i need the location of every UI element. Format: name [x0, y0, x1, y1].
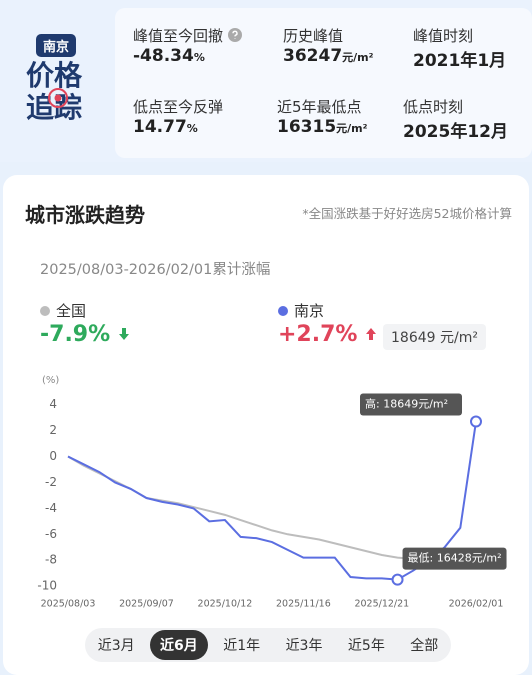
target-icon [48, 88, 68, 108]
summary-panel: 南京 价格 追踪 峰值至今回撤 -48.34% 历史峰值 36247元/m² 峰值… [0, 0, 532, 162]
card-title: 城市涨跌趋势 [25, 203, 145, 227]
logo-line: 价格 [26, 59, 83, 92]
stat: 近5年最低点 16315元/m² [277, 96, 367, 137]
price-unit: 元/m² [440, 330, 478, 346]
x-tick-label: 2025/11/16 [276, 599, 331, 610]
tab[interactable]: 近6月 [150, 630, 208, 660]
stat-value: 14.77% [133, 117, 223, 137]
down-arrow [118, 328, 129, 340]
stat: 峰值时刻 2021年1月 [413, 25, 506, 71]
tab[interactable]: 近3年 [285, 638, 323, 654]
stat: 低点至今反弹 14.77% [133, 96, 223, 137]
x-tick-label: 2025/12/21 [354, 599, 409, 610]
tab[interactable]: 近5年 [347, 638, 385, 654]
stat-number: 16315 [277, 117, 337, 137]
legend-change: +2.7% [278, 322, 377, 347]
price-box: 18649 元/m² [383, 324, 486, 350]
annotation-text: 高: 18649元/m² [365, 397, 448, 411]
tab-bar: 近3月 近6月 近1年 近3年 近5年 全部 [85, 628, 451, 662]
legend-item: 全国 [40, 300, 86, 321]
y-tick-label: -6 [45, 527, 57, 541]
annotation-text: 最低: 16428元/m² [408, 552, 502, 565]
stat-value: 16315元/m² [277, 117, 367, 137]
stat: 峰值至今回撤 -48.34% [133, 25, 242, 66]
x-tick-label: 2025/10/12 [198, 599, 253, 610]
card-note: *全国涨跌基于好好选房52城价格计算 [302, 206, 512, 221]
point-marker [470, 415, 482, 428]
series-line [67, 455, 476, 560]
stat-unit: 元/m² [342, 51, 374, 64]
stat-unit: 元/m² [336, 122, 368, 135]
stat-label: 峰值时刻 [413, 27, 474, 45]
trend-card [3, 175, 529, 675]
tab[interactable]: 近3月 [97, 638, 135, 654]
x-tick-label: 2025/08/03 [41, 599, 96, 610]
annotation: 最低: 16428元/m² [402, 547, 507, 570]
y-axis-label: (%) [42, 375, 59, 386]
up-arrow [366, 328, 377, 340]
stat-number: 14.77 [133, 117, 187, 137]
stat-label: 历史峰值 [283, 27, 344, 45]
y-tick-label: -10 [37, 579, 57, 593]
logo-line: 追踪 [26, 91, 83, 124]
stat-value: 2025年12月 [403, 122, 508, 142]
price: 18649 [391, 330, 436, 346]
annotation: 高: 18649元/m² [360, 393, 462, 416]
stat-label: 近5年最低点 [277, 98, 362, 116]
annotation-box [402, 547, 507, 570]
annotation-box [360, 393, 462, 416]
city-badge: 南京 [36, 34, 77, 57]
logo-title: 价格 追踪 [26, 60, 82, 124]
period: 2025/08/03-2026/02/01累计涨幅 [40, 262, 271, 278]
y-tick-label: -8 [45, 553, 57, 567]
y-tick-label: 4 [49, 397, 57, 411]
legend-name: 南京 [294, 302, 325, 320]
tab[interactable]: 全部 [410, 638, 439, 654]
legend-dot [40, 306, 50, 316]
y-tick-label: 2 [49, 423, 57, 437]
series-line [67, 421, 477, 581]
legend-change: -7.9% [40, 322, 130, 347]
stat-label: 低点时刻 [403, 98, 464, 116]
y-tick-label: -4 [45, 501, 57, 515]
change-text: -7.9% [40, 322, 111, 347]
stat: 历史峰值 36247元/m² [283, 25, 373, 66]
stat-unit: % [193, 51, 205, 64]
stat-number: -48.34 [133, 46, 194, 66]
x-tick-label: 2026/02/01 [449, 599, 504, 610]
y-tick-label: -2 [45, 475, 57, 489]
stat-label: 峰值至今回撤 [133, 25, 242, 46]
stat-value: 36247元/m² [283, 46, 373, 66]
stat-value: 2021年1月 [413, 51, 507, 71]
stat: 低点时刻 2025年12月 [403, 96, 508, 142]
stats-box [115, 8, 532, 158]
stat-label-text: 峰值至今回撤 [133, 27, 224, 45]
stat-number: 36247 [283, 46, 343, 66]
point-marker [391, 573, 404, 586]
help-icon[interactable] [227, 28, 242, 42]
tab[interactable]: 近1年 [223, 638, 261, 654]
change-text: +2.7% [278, 322, 358, 347]
legend-name: 全国 [56, 302, 87, 320]
stat-label: 低点至今反弹 [133, 98, 224, 116]
x-tick-label: 2025/09/07 [119, 599, 174, 610]
stat-unit: % [186, 122, 198, 135]
stat-value: -48.34% [133, 46, 242, 66]
y-tick-label: 0 [49, 449, 57, 463]
legend-dot [278, 306, 288, 316]
legend-item: 南京 [278, 300, 324, 321]
